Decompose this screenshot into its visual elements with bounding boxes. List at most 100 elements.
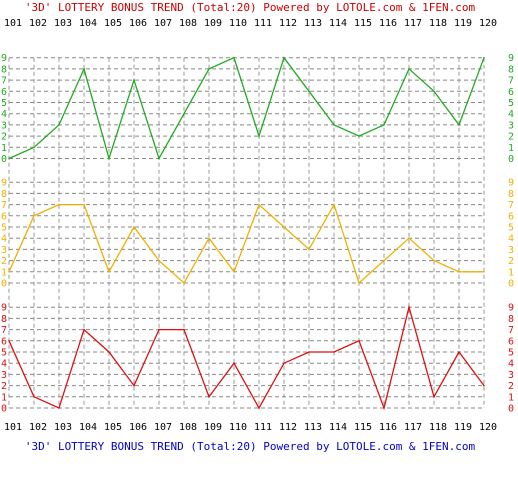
data-point [158,157,160,160]
y-tick-label: 0 [508,404,514,415]
y-tick-label: 2 [508,256,514,267]
y-tick-label: 5 [508,98,514,109]
x-tick-label: 105 [104,18,122,29]
y-tick-label: 3 [508,245,514,256]
y-tick-label: 2 [1,381,7,392]
data-point [483,56,485,59]
data-point [258,407,260,409]
y-tick-label: 8 [1,64,7,75]
data-point [183,328,185,331]
data-point [433,396,435,398]
data-point [258,135,260,137]
data-point [33,396,35,398]
y-tick-label: 6 [1,211,7,222]
x-tick-label: 105 [104,422,122,433]
x-tick-label: 117 [404,422,422,433]
data-point [333,203,335,206]
x-tick-label: 114 [329,422,347,433]
y-tick-label: 4 [1,359,7,370]
data-point [458,271,460,273]
y-tick-label: 4 [508,109,514,120]
data-point [158,328,160,331]
data-point [208,237,210,239]
x-tick-label: 109 [204,18,222,29]
data-point [308,90,310,93]
y-tick-label: 5 [508,348,514,359]
y-tick-label: 9 [508,178,514,189]
y-tick-label: 2 [1,132,7,143]
data-point [158,259,160,262]
x-tick-label: 111 [254,18,272,29]
data-point [58,407,60,409]
series-lines [8,56,485,411]
data-point [133,79,135,81]
y-tick-label: 1 [1,267,7,278]
x-tick-label: 106 [129,422,147,433]
y-tick-label: 7 [1,76,7,87]
data-point [458,124,460,126]
chart-title-top: '3D' LOTTERY BONUS TREND (Total:20) Powe… [25,1,476,14]
data-point [408,237,410,239]
data-point [183,112,185,115]
y-tick-label: 1 [508,143,514,154]
y-tick-label: 6 [1,87,7,98]
y-tick-label: 8 [1,189,7,200]
y-tick-label: 5 [1,98,7,109]
y-tick-label: 9 [1,303,7,314]
data-point [308,351,310,353]
y-tick-label: 7 [508,325,514,336]
data-point [58,203,60,206]
data-point [233,271,235,273]
data-point [333,124,335,126]
x-tick-label: 103 [54,422,72,433]
data-point [383,407,385,409]
y-tick-label: 7 [1,200,7,211]
x-tick-label: 104 [79,422,97,433]
data-point [133,384,135,387]
y-tick-label: 1 [508,267,514,278]
x-tick-label: 107 [154,422,172,433]
y-tick-label: 4 [508,359,514,370]
x-tick-label: 112 [279,18,297,29]
x-tick-label: 119 [454,422,472,433]
y-tick-label: 2 [1,256,7,267]
x-tick-label: 104 [79,18,97,29]
x-tick-label: 116 [379,422,397,433]
y-tick-label: 0 [508,154,514,165]
x-tick-label: 108 [179,422,197,433]
data-point [408,306,410,309]
x-tick-label: 103 [54,18,72,29]
y-tick-label: 1 [508,392,514,403]
x-tick-label: 102 [29,422,47,433]
x-tick-label: 106 [129,18,147,29]
x-axis-bottom: 101 102 103 104 105 106 107 108 109 110 111 112 113 1… [4,422,497,433]
data-point [283,362,285,365]
x-tick-label: 116 [379,18,397,29]
y-tick-label: 9 [1,178,7,189]
x-tick-label: 115 [354,18,372,29]
data-point [8,157,10,160]
data-point [208,396,210,398]
data-point [408,68,410,70]
x-tick-label: 120 [479,422,497,433]
x-tick-label: 117 [404,18,422,29]
data-point [358,135,360,137]
y-tick-label: 3 [1,120,7,131]
x-tick-label: 120 [479,18,497,29]
data-point [33,146,35,149]
data-point [283,56,285,59]
x-tick-label: 107 [154,18,172,29]
y-tick-label: 2 [508,132,514,143]
data-point [108,271,110,273]
series-line [8,56,485,161]
data-point [83,328,85,331]
x-tick-label: 118 [429,422,447,433]
y-tick-label: 7 [508,200,514,211]
x-tick-label: 115 [354,422,372,433]
data-point [483,271,485,273]
y-tick-label: 0 [1,279,7,290]
x-tick-label: 110 [229,422,247,433]
y-tick-label: 8 [508,314,514,325]
